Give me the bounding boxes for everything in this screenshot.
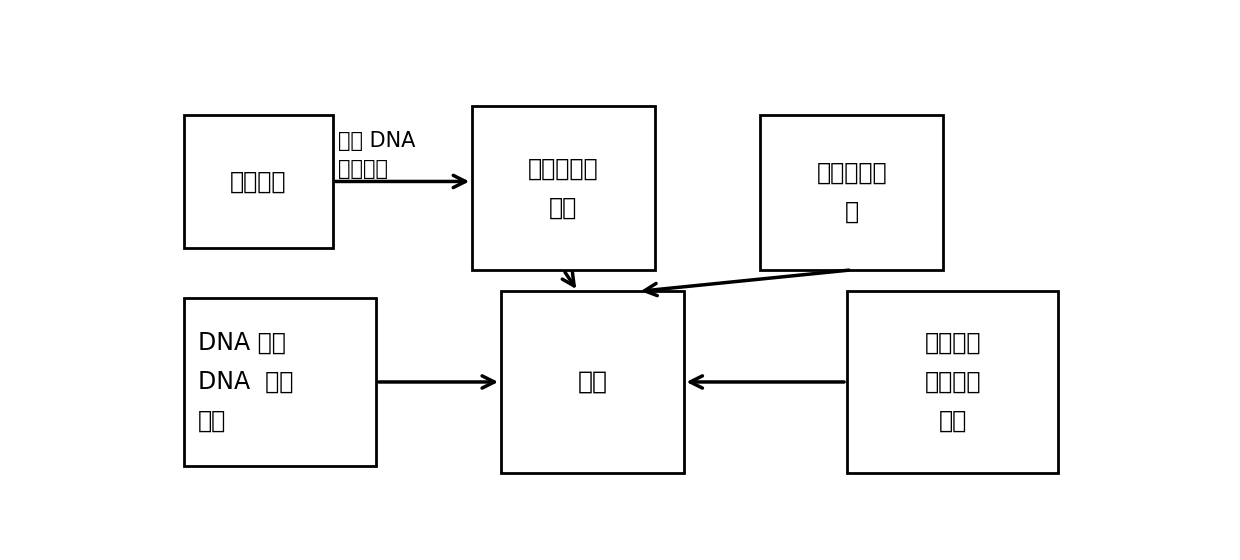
Text: 天麻溯源数
据: 天麻溯源数 据 <box>816 161 887 224</box>
Bar <box>184 115 332 248</box>
Text: DNA 芯片
DNA  检索
终端: DNA 芯片 DNA 检索 终端 <box>198 331 294 433</box>
Text: 云端: 云端 <box>578 370 608 394</box>
Bar <box>501 291 683 473</box>
Text: 提取 DNA
芯片检测: 提取 DNA 芯片检测 <box>337 131 415 179</box>
Text: 正品天麻: 正品天麻 <box>231 170 286 193</box>
Bar <box>184 298 376 466</box>
Bar <box>847 291 1058 473</box>
Bar <box>472 106 655 270</box>
Text: 追溯标签
追溯检索
终端: 追溯标签 追溯检索 终端 <box>924 331 981 433</box>
Text: 天麻基因数
据库: 天麻基因数 据库 <box>528 156 599 220</box>
Bar <box>760 115 942 270</box>
